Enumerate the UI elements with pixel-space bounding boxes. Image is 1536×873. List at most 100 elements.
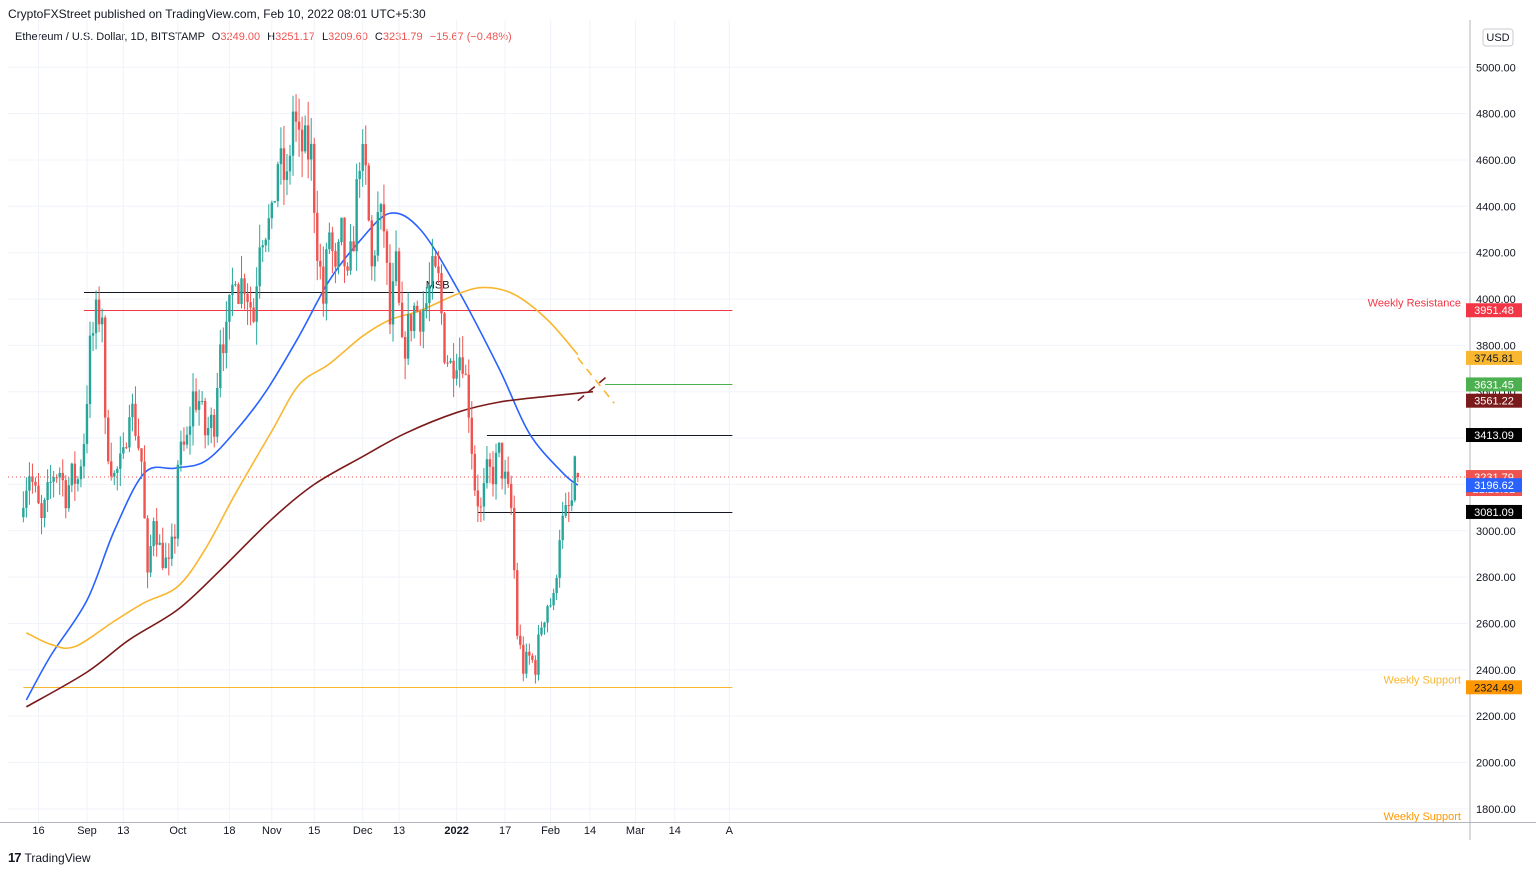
- currency-badge[interactable]: USD: [1482, 28, 1514, 47]
- high-label: H: [267, 31, 276, 43]
- candle-body: [558, 540, 561, 578]
- candle-body: [91, 333, 95, 336]
- price-tag: [1466, 680, 1522, 695]
- candle-body: [416, 305, 419, 312]
- x-tick-label: A: [726, 825, 734, 837]
- candle-body: [497, 442, 501, 453]
- y-tick-label: 2800.00: [1476, 572, 1516, 584]
- candle-body: [316, 212, 319, 261]
- symbol-legend: Ethereum / U.S. Dollar, 1D, BITSTAMP O32…: [15, 31, 512, 43]
- candle-body: [334, 251, 337, 267]
- candle-body: [255, 286, 258, 322]
- y-tick-label: 4800.00: [1476, 109, 1516, 121]
- candle-body: [28, 476, 31, 491]
- candle-body: [494, 452, 498, 485]
- level-label: Weekly Resistance: [1368, 298, 1461, 310]
- candle-body: [400, 302, 404, 338]
- candle-body: [446, 362, 449, 364]
- candle-body: [488, 459, 492, 467]
- candle-body: [567, 505, 570, 507]
- candle-body: [422, 309, 425, 332]
- price-tag: [1466, 350, 1522, 365]
- candle-body: [188, 426, 192, 435]
- candle-body: [258, 247, 261, 287]
- candle-body: [40, 503, 43, 518]
- candle-body: [346, 266, 349, 271]
- candle-body: [261, 245, 264, 248]
- price-tag: [1466, 478, 1522, 493]
- candle-body: [273, 201, 277, 203]
- candle-body: [155, 521, 158, 545]
- candle-body: [243, 278, 246, 294]
- candle-body: [503, 471, 507, 479]
- candle-body: [43, 499, 46, 518]
- low-label: L: [321, 31, 329, 43]
- candle-body: [106, 417, 110, 462]
- candle-body: [267, 218, 270, 240]
- y-tick-label: 1800.00: [1476, 804, 1516, 816]
- x-tick-label: 14: [584, 825, 596, 837]
- candle-body: [73, 463, 77, 484]
- candle-body: [440, 273, 443, 314]
- candle-body: [373, 255, 377, 267]
- moving-average-blue: [25, 212, 579, 701]
- candle-body: [158, 542, 161, 545]
- y-tick-label: 4000.00: [1476, 294, 1516, 306]
- symbol-name: Ethereum / U.S. Dollar, 1D, BITSTAMP: [15, 31, 205, 43]
- candle-body: [467, 374, 470, 418]
- candle-body: [437, 266, 440, 274]
- candle-body: [485, 459, 489, 484]
- x-tick-label: Mar: [626, 825, 645, 837]
- candle-body: [134, 403, 137, 436]
- y-tick-label: 2400.00: [1476, 665, 1516, 677]
- candle-body: [310, 143, 313, 160]
- candle-body: [331, 232, 334, 252]
- moving-average-orange: [26, 286, 579, 650]
- candle-body: [79, 466, 83, 480]
- candle-body: [319, 260, 322, 267]
- candle-body: [546, 606, 549, 623]
- y-tick-label: 4400.00: [1476, 201, 1516, 213]
- candle-body: [197, 401, 201, 410]
- candle-body: [500, 442, 504, 479]
- candle-body: [200, 400, 204, 402]
- candle-body: [455, 370, 458, 379]
- candle-body: [122, 447, 125, 454]
- moving-averages: [25, 212, 615, 708]
- candle-body: [88, 335, 92, 405]
- candle-body: [137, 435, 140, 449]
- candle-body: [428, 284, 431, 304]
- candle-body: [403, 337, 407, 359]
- candle-body: [516, 570, 519, 636]
- candle-body: [167, 557, 170, 559]
- candle-body: [303, 125, 307, 152]
- candle-body: [31, 476, 34, 482]
- candle-body: [100, 317, 104, 325]
- x-tick-label: 14: [669, 825, 681, 837]
- price-tag-label: 3631.45: [1474, 379, 1514, 391]
- candle-body: [222, 344, 225, 354]
- bottom-support-label: Weekly Support: [1384, 811, 1461, 823]
- candle-body: [552, 593, 555, 606]
- candle-body: [82, 443, 86, 467]
- tradingview-logo[interactable]: 17 TradingView: [8, 850, 91, 865]
- candle-body: [170, 536, 174, 559]
- high-value: 3251.17: [275, 31, 315, 43]
- candle-body: [337, 242, 340, 267]
- candle-body: [340, 217, 343, 243]
- price-tag: [1466, 303, 1522, 318]
- candle-body: [276, 164, 280, 202]
- candle-body: [555, 577, 558, 594]
- price-tag-label: 3413.09: [1474, 430, 1514, 442]
- candle-body: [413, 305, 416, 332]
- candle-body: [131, 403, 134, 418]
- x-tick-label: Nov: [262, 825, 282, 837]
- candle-body: [349, 241, 352, 271]
- publisher-line: CryptoFXStreet published on TradingView.…: [8, 7, 426, 21]
- candle-body: [382, 204, 386, 232]
- candle-body: [67, 485, 70, 509]
- candle-body: [206, 428, 210, 436]
- x-tick-label: 13: [117, 825, 129, 837]
- candle-body: [431, 256, 434, 285]
